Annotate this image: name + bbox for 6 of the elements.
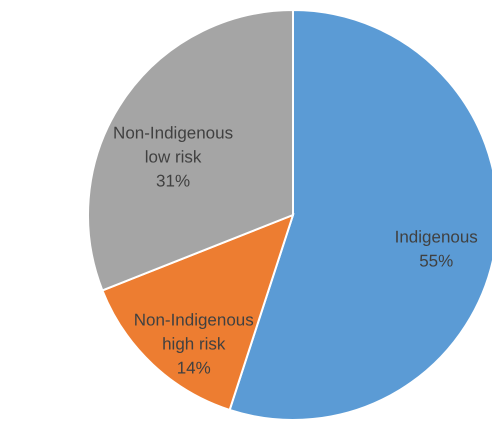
data-label: 55% (419, 252, 454, 271)
slice-label: Indigenous (394, 228, 478, 247)
slice-label: Non-Indigenous high risk (134, 310, 254, 354)
data-label: 31% (156, 172, 190, 190)
slice-label: Non-Indigenous low risk (113, 124, 234, 166)
data-label: 14% (176, 358, 211, 378)
